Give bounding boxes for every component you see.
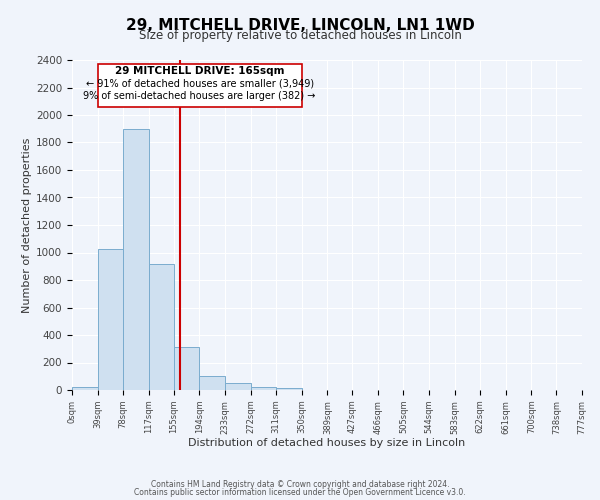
Text: 29 MITCHELL DRIVE: 165sqm: 29 MITCHELL DRIVE: 165sqm xyxy=(115,66,284,76)
Bar xyxy=(72,387,98,390)
Bar xyxy=(98,64,302,108)
Bar xyxy=(225,383,251,390)
Text: Contains HM Land Registry data © Crown copyright and database right 2024.: Contains HM Land Registry data © Crown c… xyxy=(151,480,449,489)
Text: ← 91% of detached houses are smaller (3,949): ← 91% of detached houses are smaller (3,… xyxy=(86,78,314,88)
Text: Contains public sector information licensed under the Open Government Licence v3: Contains public sector information licen… xyxy=(134,488,466,497)
Bar xyxy=(98,249,123,390)
X-axis label: Distribution of detached houses by size in Lincoln: Distribution of detached houses by size … xyxy=(188,438,466,448)
Bar xyxy=(276,388,302,390)
Bar xyxy=(174,346,199,390)
Bar xyxy=(149,264,174,390)
Bar xyxy=(251,387,276,390)
Text: 9% of semi-detached houses are larger (382) →: 9% of semi-detached houses are larger (3… xyxy=(83,91,316,101)
Text: Size of property relative to detached houses in Lincoln: Size of property relative to detached ho… xyxy=(139,29,461,42)
Bar xyxy=(123,128,149,390)
Text: 29, MITCHELL DRIVE, LINCOLN, LN1 1WD: 29, MITCHELL DRIVE, LINCOLN, LN1 1WD xyxy=(125,18,475,32)
Bar xyxy=(199,376,225,390)
Y-axis label: Number of detached properties: Number of detached properties xyxy=(22,138,32,312)
